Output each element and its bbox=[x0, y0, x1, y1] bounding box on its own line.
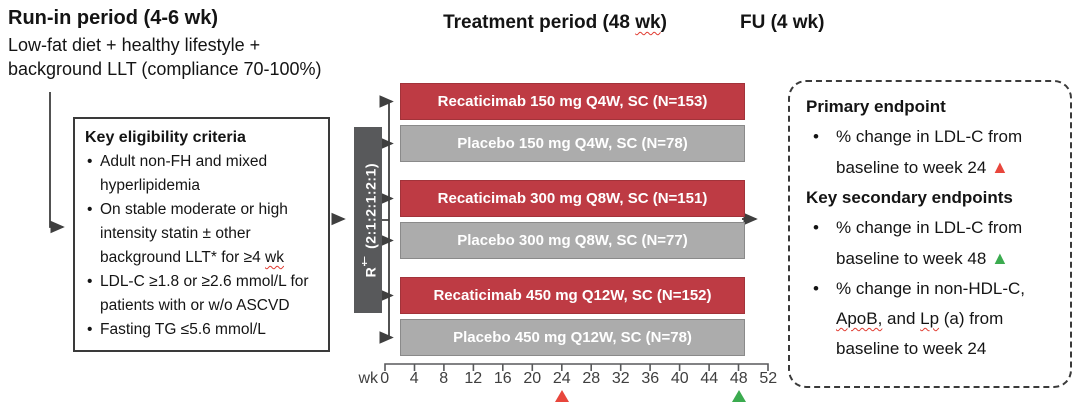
run-in-line-2: background LLT (compliance 70-100%) bbox=[8, 59, 322, 79]
secondary-endpoint-2-lp: Lp bbox=[920, 309, 940, 328]
week-tick-28: 28 bbox=[582, 370, 601, 387]
run-in-section: Run-in period (4-6 wk) Low-fat diet + he… bbox=[8, 6, 353, 81]
treatment-period-title-wk: wk bbox=[635, 12, 661, 33]
secondary-endpoint-2-apob: ApoB, bbox=[836, 309, 883, 328]
randomization-dagger: † bbox=[357, 253, 371, 267]
eligibility-criteria-box: Key eligibility criteria Adult non-FH an… bbox=[73, 117, 330, 352]
arm-recaticimab-300-q8w: Recaticimab 300 mg Q8W, SC (N=151) bbox=[400, 180, 745, 217]
secondary-endpoint-2-pre: % change in non-HDL-C, bbox=[836, 279, 1025, 298]
randomization-r: R bbox=[362, 266, 379, 278]
secondary-endpoint-bullet-2: % change in non-HDL-C, ApoB, and Lp (a) … bbox=[806, 274, 1056, 364]
follow-up-title: FU (4 wk) bbox=[740, 12, 825, 33]
treatment-period-title: Treatment period (48 wk) bbox=[390, 12, 720, 34]
secondary-endpoint-bullet-1: % change in LDL-C from baseline to week … bbox=[806, 213, 1056, 274]
week-tick-4: 4 bbox=[409, 370, 419, 387]
week-tick-36: 36 bbox=[641, 370, 660, 387]
week-tick-0: 0 bbox=[380, 370, 390, 387]
secondary-endpoints-title: Key secondary endpoints bbox=[806, 188, 1013, 207]
week-tick-52: 52 bbox=[759, 370, 778, 387]
secondary-endpoint-2-mid: and bbox=[882, 309, 921, 328]
arm-placebo-300-q8w: Placebo 300 mg Q8W, SC (N=77) bbox=[400, 222, 745, 259]
eligibility-bullet-3: LDL-C ≥1.8 or ≥2.6 mmol/L for patients w… bbox=[85, 270, 320, 318]
arm-recaticimab-150-q4w: Recaticimab 150 mg Q4W, SC (N=153) bbox=[400, 83, 745, 120]
secondary-endpoint-2-post: (a) from baseline to week 24 bbox=[836, 309, 1004, 358]
eligibility-bullet-2: On stable moderate or high intensity sta… bbox=[85, 198, 320, 270]
run-in-title: Run-in period (4-6 wk) bbox=[8, 7, 218, 29]
green-triangle-icon: ▲ bbox=[991, 248, 1009, 268]
eligibility-bullet-2-wk: wk bbox=[265, 249, 284, 266]
week-axis-unit: wk bbox=[358, 370, 378, 387]
treatment-period-title-close: ) bbox=[660, 12, 667, 33]
arm-placebo-450-q12w: Placebo 450 mg Q12W, SC (N=78) bbox=[400, 319, 745, 356]
secondary-endpoint-1-text: % change in LDL-C from baseline to week … bbox=[836, 218, 1023, 268]
week-tick-16: 16 bbox=[493, 370, 512, 387]
primary-endpoint-text: % change in LDL-C from baseline to week … bbox=[836, 127, 1023, 177]
eligibility-bullet-2-text: On stable moderate or high intensity sta… bbox=[100, 201, 288, 266]
week-tick-40: 40 bbox=[670, 370, 689, 387]
randomization-trunk bbox=[382, 101, 390, 338]
week-tick-8: 8 bbox=[439, 370, 449, 387]
randomization-bar: R† (2:1:2:1:2:1) bbox=[354, 127, 382, 313]
week-tick-48: 48 bbox=[729, 370, 748, 387]
red-triangle-icon: ▲ bbox=[991, 157, 1009, 177]
week-tick-44: 44 bbox=[700, 370, 719, 387]
week-tick-32: 32 bbox=[611, 370, 630, 387]
primary-endpoint-bullet: % change in LDL-C from baseline to week … bbox=[806, 122, 1056, 183]
week-tick-20: 20 bbox=[523, 370, 542, 387]
arm-placebo-150-q4w: Placebo 150 mg Q4W, SC (N=78) bbox=[400, 125, 745, 162]
treatment-period-title-text: Treatment period (48 bbox=[443, 12, 636, 33]
eligibility-title: Key eligibility criteria bbox=[85, 129, 246, 146]
randomization-ratio: (2:1:2:1:2:1) bbox=[362, 162, 379, 254]
eligibility-bullet-4: Fasting TG ≤5.6 mmol/L bbox=[85, 318, 320, 342]
eligibility-bullet-1: Adult non-FH and mixed hyperlipidemia bbox=[85, 150, 320, 198]
primary-endpoint-title: Primary endpoint bbox=[806, 97, 946, 116]
week-tick-12: 12 bbox=[464, 370, 483, 387]
endpoints-panel: Primary endpoint % change in LDL-C from … bbox=[788, 80, 1072, 388]
week-24-marker-triangle bbox=[555, 390, 569, 402]
arm-recaticimab-450-q12w: Recaticimab 450 mg Q12W, SC (N=152) bbox=[400, 277, 745, 314]
runin-to-eligibility-arrow bbox=[49, 92, 65, 234]
run-in-line-1: Low-fat diet + healthy lifestyle + bbox=[8, 35, 261, 55]
week-tick-24: 24 bbox=[552, 370, 571, 387]
week-axis-labels: 0 4 8 12 16 20 24 28 32 36 40 44 48 52 bbox=[370, 370, 783, 388]
randomization-label: R† (2:1:2:1:2:1) bbox=[358, 163, 379, 277]
week-48-marker-triangle bbox=[732, 390, 746, 402]
